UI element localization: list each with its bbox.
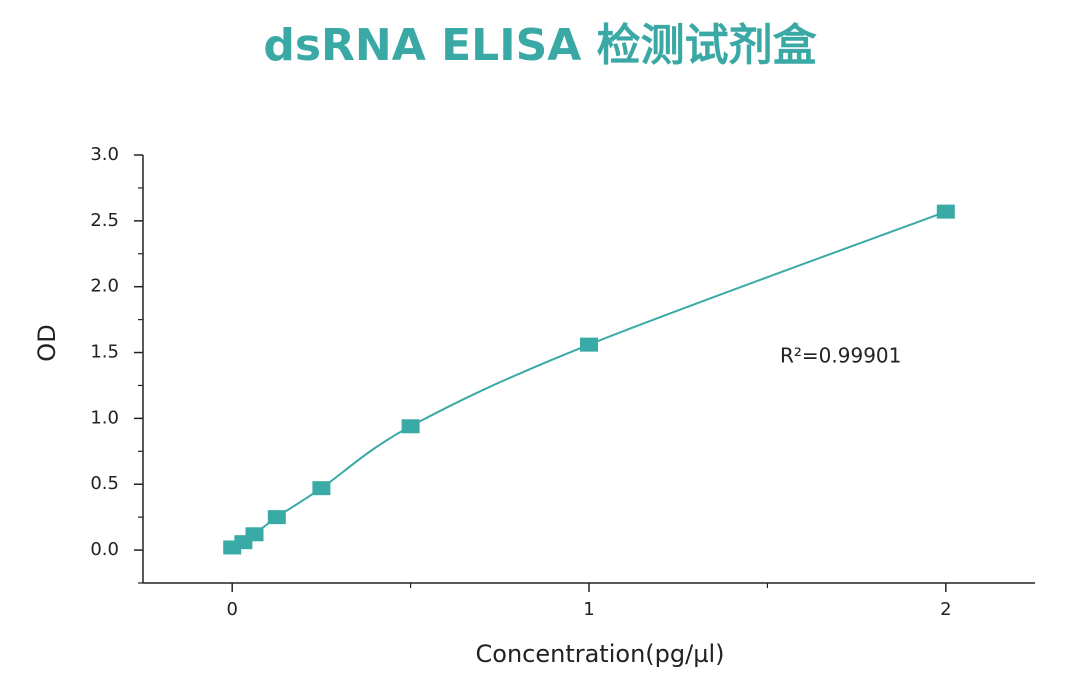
y-tick-label: 0.0 (90, 539, 119, 560)
data-point (580, 337, 598, 352)
y-tick-label: 2.0 (90, 276, 119, 297)
y-tick-label: 1.0 (90, 407, 119, 428)
x-tick-label: 1 (583, 599, 594, 620)
fit-curve (231, 210, 947, 549)
data-point (267, 510, 286, 525)
y-tick-label: 2.5 (90, 210, 119, 231)
data-point (936, 204, 955, 219)
x-tick-label: 0 (226, 599, 237, 620)
y-axis-label: OD (33, 324, 61, 361)
y-tick-label: 3.0 (90, 144, 119, 165)
annotation: R²=0.99901 (780, 344, 901, 368)
chart-title: dsRNA ELISA 检测试剂盒 (263, 20, 817, 71)
data-point (245, 527, 264, 542)
y-tick-label: 1.5 (90, 342, 119, 363)
x-tick-label: 2 (940, 599, 951, 620)
data-point (401, 419, 420, 434)
data-point (312, 481, 331, 496)
y-tick-label: 0.5 (90, 473, 119, 494)
x-axis-label: Concentration(pg/µl) (476, 640, 725, 668)
